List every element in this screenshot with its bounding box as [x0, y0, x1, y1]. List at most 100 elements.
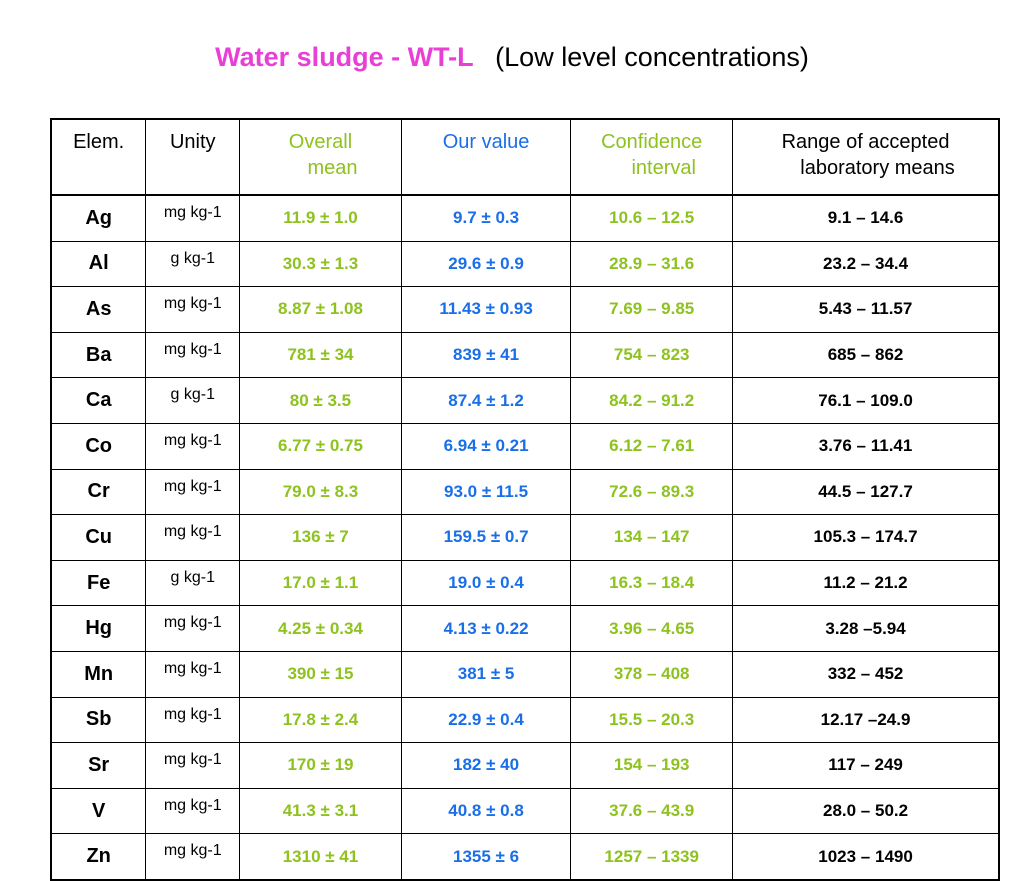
header-range-line2: laboratory means: [800, 157, 955, 179]
cell-overall-mean: 41.3 ± 3.1: [239, 787, 402, 835]
table-row: Sr mg kg-1 170 ± 19 182 ± 40 154 – 193 117 – …: [50, 742, 1000, 789]
cell-our-value: 22.9 ± 0.4: [400, 696, 572, 744]
cell-our-value: 182 ± 40: [400, 742, 572, 789]
header-range: Range of accepted laboratory means: [732, 118, 1000, 196]
table-row: Ca g kg-1 80 ± 3.5 87.4 ± 1.2 84.2 – 91.2 76.…: [50, 377, 1000, 424]
cell-unit: mg kg-1: [145, 286, 241, 333]
cell-our-value: 40.8 ± 0.8: [400, 787, 572, 835]
table-row: Hg mg kg-1 4.25 ± 0.34 4.13 ± 0.22 3.96 – 4.…: [50, 605, 1000, 652]
cell-confidence-interval: 3.96 – 4.65: [570, 605, 734, 652]
cell-overall-mean: 781 ± 34: [239, 331, 402, 379]
cell-confidence-interval: 10.6 – 12.5: [570, 194, 734, 242]
cell-unit: mg kg-1: [145, 605, 241, 652]
cell-element: V: [50, 787, 147, 835]
cell-our-value: 1355 ± 6: [400, 833, 572, 881]
table-row: Ba mg kg-1 781 ± 34 839 ± 41 754 – 823 685 – …: [50, 331, 1000, 379]
cell-element: Ca: [50, 377, 147, 424]
cell-unit: g kg-1: [145, 559, 241, 607]
cell-confidence-interval: 72.6 – 89.3: [570, 468, 734, 516]
cell-range: 1023 – 1490: [732, 833, 1000, 881]
cell-element: Sb: [50, 696, 147, 744]
cell-unit: mg kg-1: [145, 194, 241, 242]
header-confidence-interval: Confidence interval: [570, 118, 734, 196]
cell-element: Co: [50, 422, 147, 470]
cell-our-value: 11.43 ± 0.93: [400, 286, 572, 333]
cell-our-value: 29.6 ± 0.9: [400, 240, 572, 288]
cell-confidence-interval: 378 – 408: [570, 650, 734, 698]
header-overall-line1: Overall: [288, 131, 353, 153]
table-header: Elem. Unity Overall mean Our value Confi…: [50, 118, 1000, 196]
cell-element: Sr: [50, 742, 147, 789]
cell-overall-mean: 8.87 ± 1.08: [239, 286, 402, 333]
table-row: Cr mg kg-1 79.0 ± 8.3 93.0 ± 11.5 72.6 – 89.…: [50, 468, 1000, 516]
cell-range: 23.2 – 34.4: [732, 240, 1000, 288]
cell-confidence-interval: 134 – 147: [570, 514, 734, 561]
cell-range: 5.43 – 11.57: [732, 286, 1000, 333]
cell-unit: mg kg-1: [145, 331, 241, 379]
cell-our-value: 839 ± 41: [400, 331, 572, 379]
cell-range: 76.1 – 109.0: [732, 377, 1000, 424]
cell-unit: g kg-1: [145, 240, 241, 288]
cell-our-value: 6.94 ± 0.21: [400, 422, 572, 470]
cell-our-value: 19.0 ± 0.4: [400, 559, 572, 607]
cell-range: 3.76 – 11.41: [732, 422, 1000, 470]
title-subtitle: (Low level concentrations): [495, 42, 809, 72]
cell-range: 11.2 – 21.2: [732, 559, 1000, 607]
cell-range: 105.3 – 174.7: [732, 514, 1000, 561]
cell-unit: mg kg-1: [145, 787, 241, 835]
cell-confidence-interval: 1257 – 1339: [570, 833, 734, 881]
cell-our-value: 159.5 ± 0.7: [400, 514, 572, 561]
cell-overall-mean: 390 ± 15: [239, 650, 402, 698]
cell-our-value: 9.7 ± 0.3: [400, 194, 572, 242]
cell-overall-mean: 1310 ± 41: [239, 833, 402, 881]
cell-our-value: 4.13 ± 0.22: [400, 605, 572, 652]
cell-confidence-interval: 28.9 – 31.6: [570, 240, 734, 288]
table-row: Co mg kg-1 6.77 ± 0.75 6.94 ± 0.21 6.12 – 7.…: [50, 422, 1000, 470]
page-title: Water sludge - WT-L (Low level concentra…: [0, 42, 1024, 73]
cell-overall-mean: 11.9 ± 1.0: [239, 194, 402, 242]
header-our-value: Our value: [400, 118, 572, 196]
cell-overall-mean: 170 ± 19: [239, 742, 402, 789]
cell-overall-mean: 79.0 ± 8.3: [239, 468, 402, 516]
cell-confidence-interval: 16.3 – 18.4: [570, 559, 734, 607]
cell-range: 44.5 – 127.7: [732, 468, 1000, 516]
cell-element: Cu: [50, 514, 147, 561]
table-row: Mn mg kg-1 390 ± 15 381 ± 5 378 – 408 332 – 4…: [50, 650, 1000, 698]
header-unity: Unity: [145, 118, 241, 196]
cell-range: 332 – 452: [732, 650, 1000, 698]
cell-element: As: [50, 286, 147, 333]
cell-range: 9.1 – 14.6: [732, 194, 1000, 242]
cell-unit: mg kg-1: [145, 514, 241, 561]
header-confidence-line1: Confidence: [601, 131, 703, 153]
cell-element: Zn: [50, 833, 147, 881]
cell-range: 3.28 –5.94: [732, 605, 1000, 652]
cell-range: 117 – 249: [732, 742, 1000, 789]
header-elem: Elem.: [50, 118, 147, 196]
cell-confidence-interval: 754 – 823: [570, 331, 734, 379]
cell-unit: mg kg-1: [145, 833, 241, 881]
cell-element: Fe: [50, 559, 147, 607]
table-row: Cu mg kg-1 136 ± 7 159.5 ± 0.7 134 – 147 105.…: [50, 514, 1000, 561]
cell-unit: g kg-1: [145, 377, 241, 424]
cell-range: 28.0 – 50.2: [732, 787, 1000, 835]
table-row: Zn mg kg-1 1310 ± 41 1355 ± 6 1257 – 1339 102…: [50, 833, 1000, 881]
table-row: As mg kg-1 8.87 ± 1.08 11.43 ± 0.93 7.69 – 9…: [50, 286, 1000, 333]
cell-confidence-interval: 84.2 – 91.2: [570, 377, 734, 424]
header-confidence-line2: interval: [631, 157, 696, 179]
cell-overall-mean: 6.77 ± 0.75: [239, 422, 402, 470]
cell-element: Hg: [50, 605, 147, 652]
table-row: Ag mg kg-1 11.9 ± 1.0 9.7 ± 0.3 10.6 – 12.5 9…: [50, 194, 1000, 242]
header-row: Elem. Unity Overall mean Our value Confi…: [50, 118, 1000, 196]
cell-element: Al: [50, 240, 147, 288]
table-body: Ag mg kg-1 11.9 ± 1.0 9.7 ± 0.3 10.6 – 12.5 9…: [50, 194, 1000, 881]
cell-our-value: 381 ± 5: [400, 650, 572, 698]
title-main: Water sludge - WT-L: [215, 42, 474, 72]
cell-overall-mean: 80 ± 3.5: [239, 377, 402, 424]
cell-unit: mg kg-1: [145, 742, 241, 789]
cell-unit: mg kg-1: [145, 696, 241, 744]
cell-range: 685 – 862: [732, 331, 1000, 379]
results-table: Elem. Unity Overall mean Our value Confi…: [50, 118, 1000, 881]
header-overall-line2: mean: [307, 157, 358, 179]
cell-overall-mean: 17.8 ± 2.4: [239, 696, 402, 744]
